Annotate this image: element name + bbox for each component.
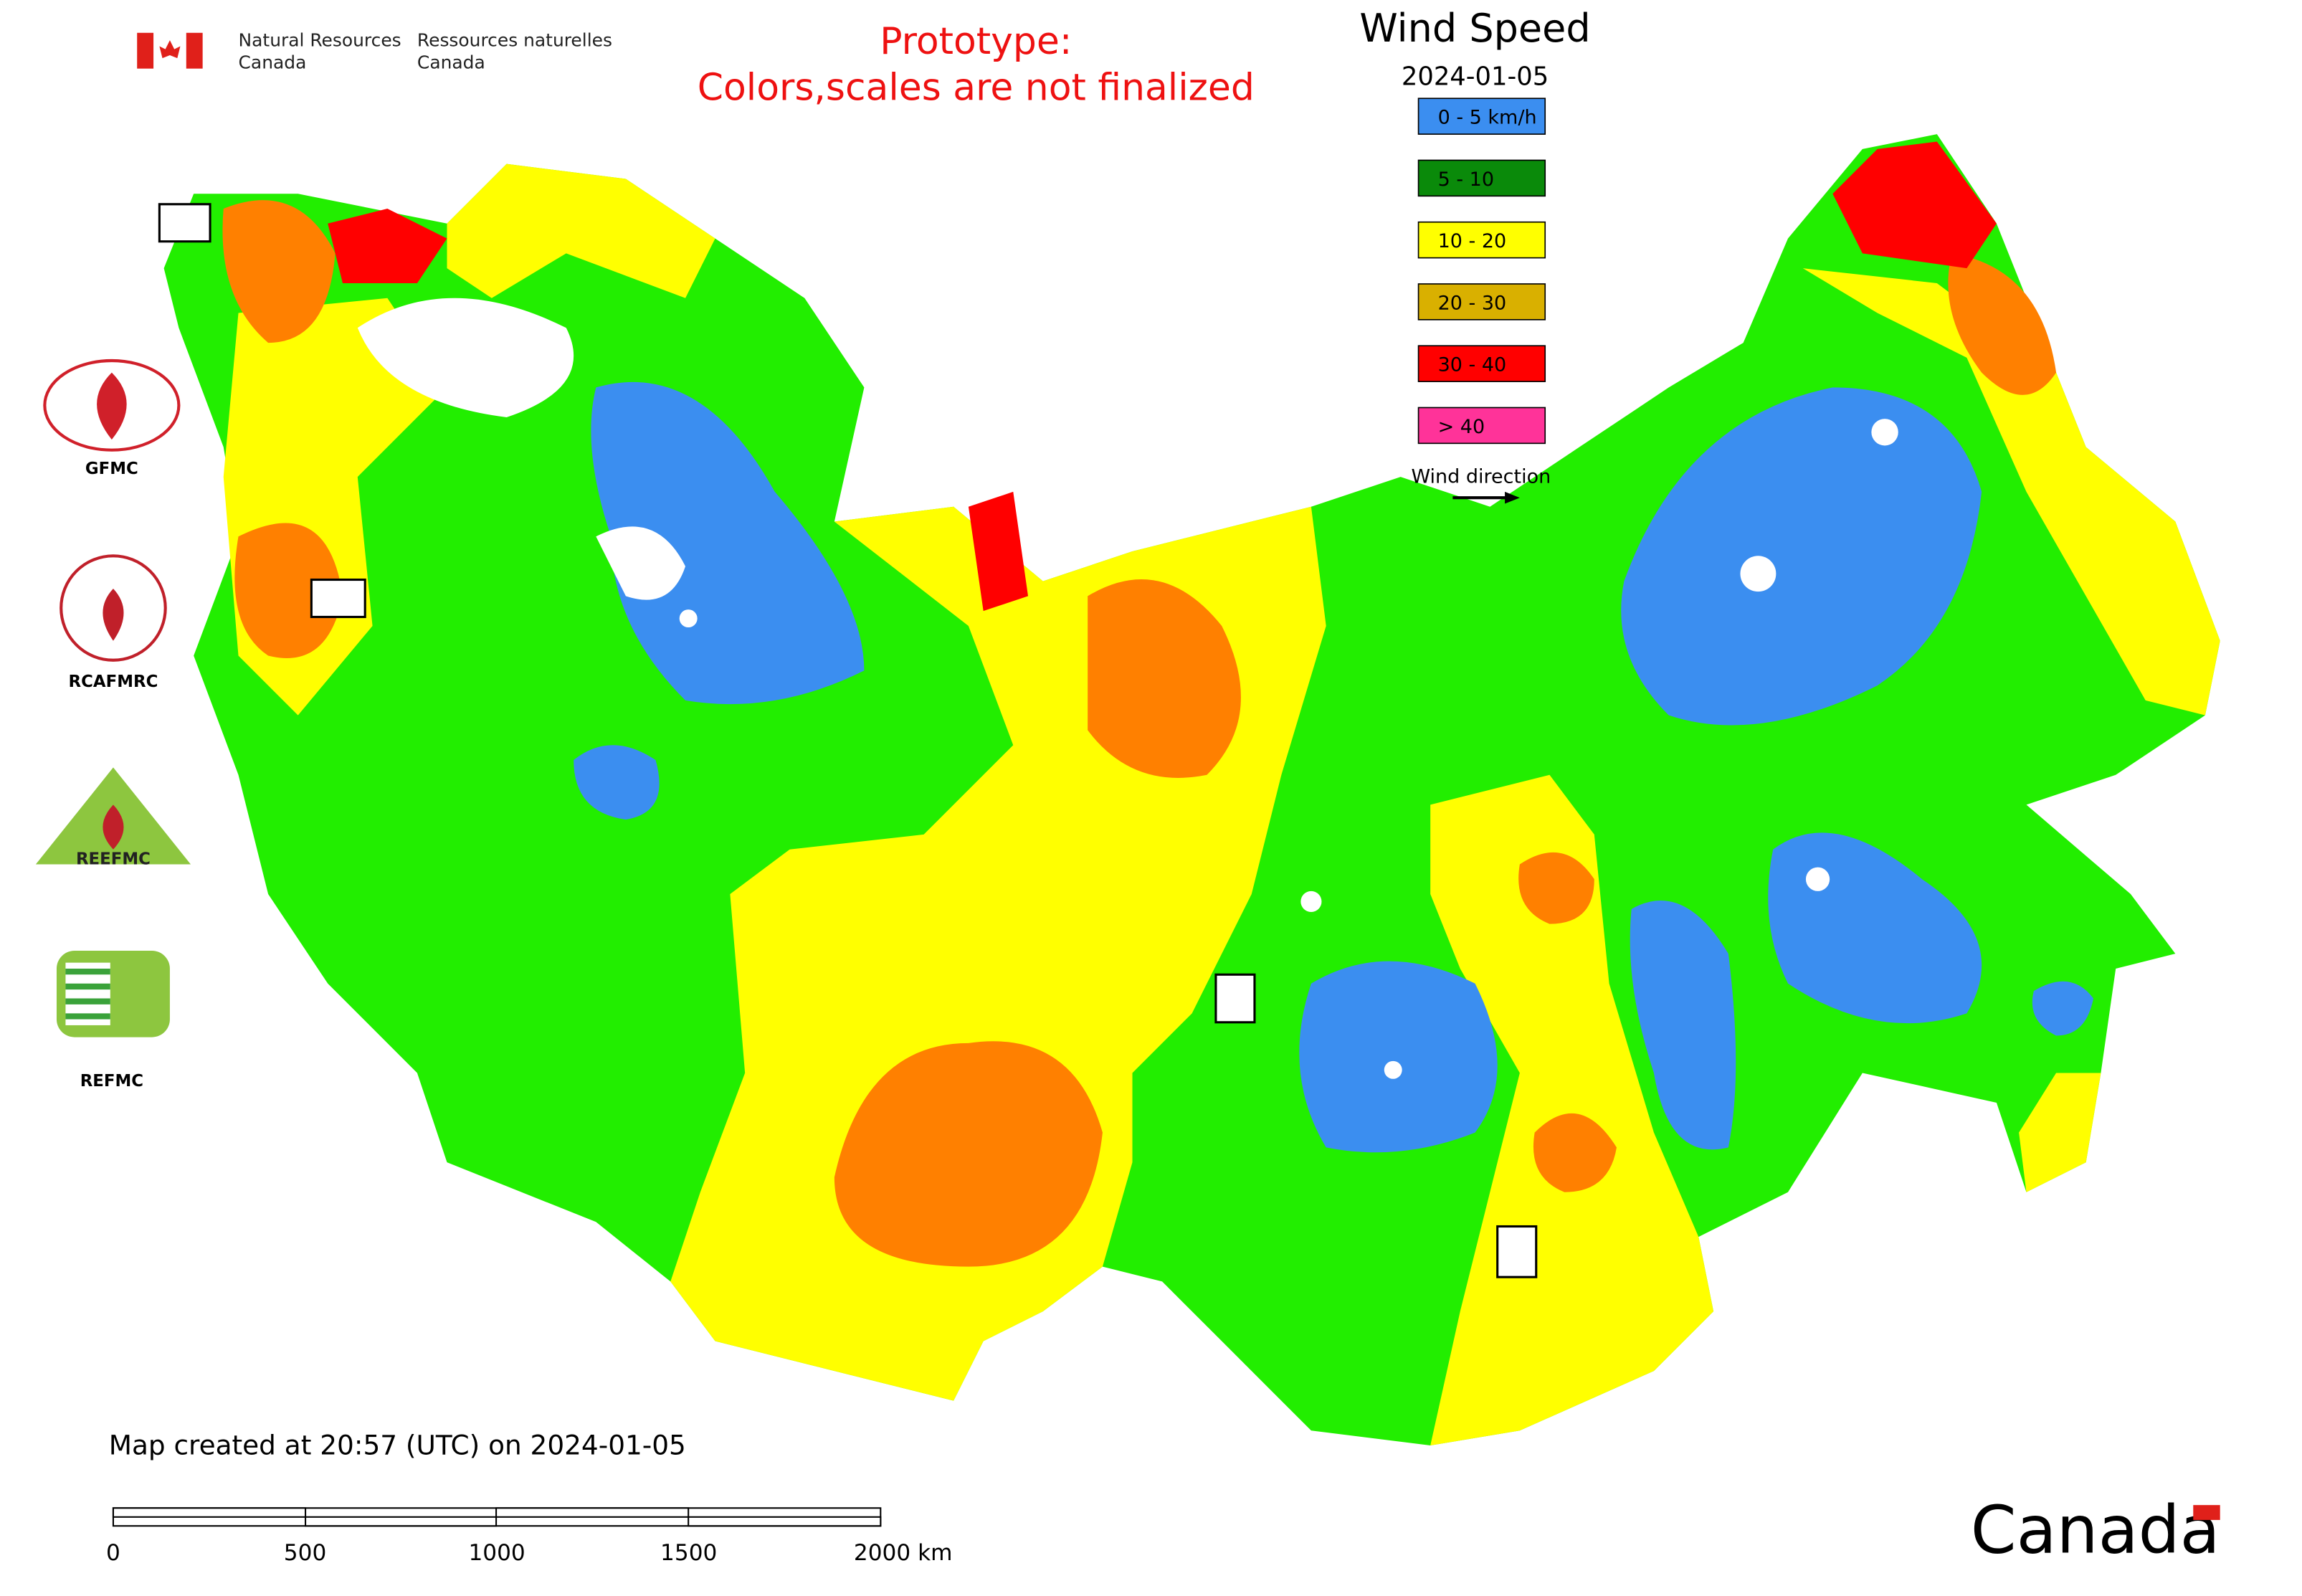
logo-rcafmrc: [60, 554, 167, 662]
legend-swatch: [1417, 98, 1546, 135]
direction-arrow: [1452, 491, 1520, 504]
agency-fr: Ressources naturelles: [417, 29, 612, 50]
logo-gfmc: [43, 358, 181, 452]
logo-label: RCAFMRC: [69, 673, 158, 691]
logo-label: REEFMC: [76, 850, 151, 868]
scale-bar: [112, 1507, 882, 1527]
scale-label: 500: [284, 1540, 326, 1566]
legend-label: 10 - 20: [1438, 230, 1507, 252]
logo-refmc: [56, 951, 170, 1037]
legend: 0 - 5 km/h 5 - 10 10 - 20 20 - 30 30 - 40 > 4…: [1417, 98, 1546, 445]
created-note: Map created at 20:57 (UTC) on 2024-01-05: [109, 1429, 686, 1460]
legend-label: 20 - 30: [1438, 292, 1507, 314]
legend-swatch: [1417, 221, 1546, 259]
legend-date: 2024-01-05: [1402, 62, 1549, 92]
legend-label: > 40: [1438, 416, 1485, 438]
legend-title: Wind Speed: [1359, 6, 1590, 51]
legend-label: 5 - 10: [1438, 168, 1494, 191]
scale-labels: 0 500 1000 1500 2000 km: [106, 1540, 952, 1566]
legend-swatch: [1417, 345, 1546, 382]
agency-fr: Canada: [417, 52, 485, 73]
wordmark-flag: [2193, 1505, 2220, 1520]
scale-label: 1500: [660, 1540, 717, 1566]
site-markers: [158, 203, 1538, 1278]
legend-swatch: [1417, 159, 1546, 197]
notice: Colors,scales are not finalized: [698, 66, 1255, 109]
logo-label: REFMC: [80, 1072, 143, 1091]
direction-label: Wind direction: [1411, 465, 1551, 488]
scale-label: 1000: [468, 1540, 525, 1566]
logo-reefmc: [35, 767, 191, 865]
scale-label: 2000 km: [854, 1540, 953, 1566]
scale-label: 0: [106, 1540, 120, 1566]
logo-label: GFMC: [85, 460, 138, 478]
legend-label: 30 - 40: [1438, 354, 1507, 376]
agency-en: Canada: [239, 52, 307, 73]
legend-swatch: [1417, 407, 1546, 445]
agency-en: Natural Resources: [239, 29, 401, 50]
notice: Prototype:: [880, 20, 1072, 63]
flag: [137, 32, 203, 69]
legend-swatch: [1417, 283, 1546, 320]
canada-wordmark: Canada: [1971, 1492, 2220, 1569]
legend-label: 0 - 5 km/h: [1438, 107, 1537, 129]
